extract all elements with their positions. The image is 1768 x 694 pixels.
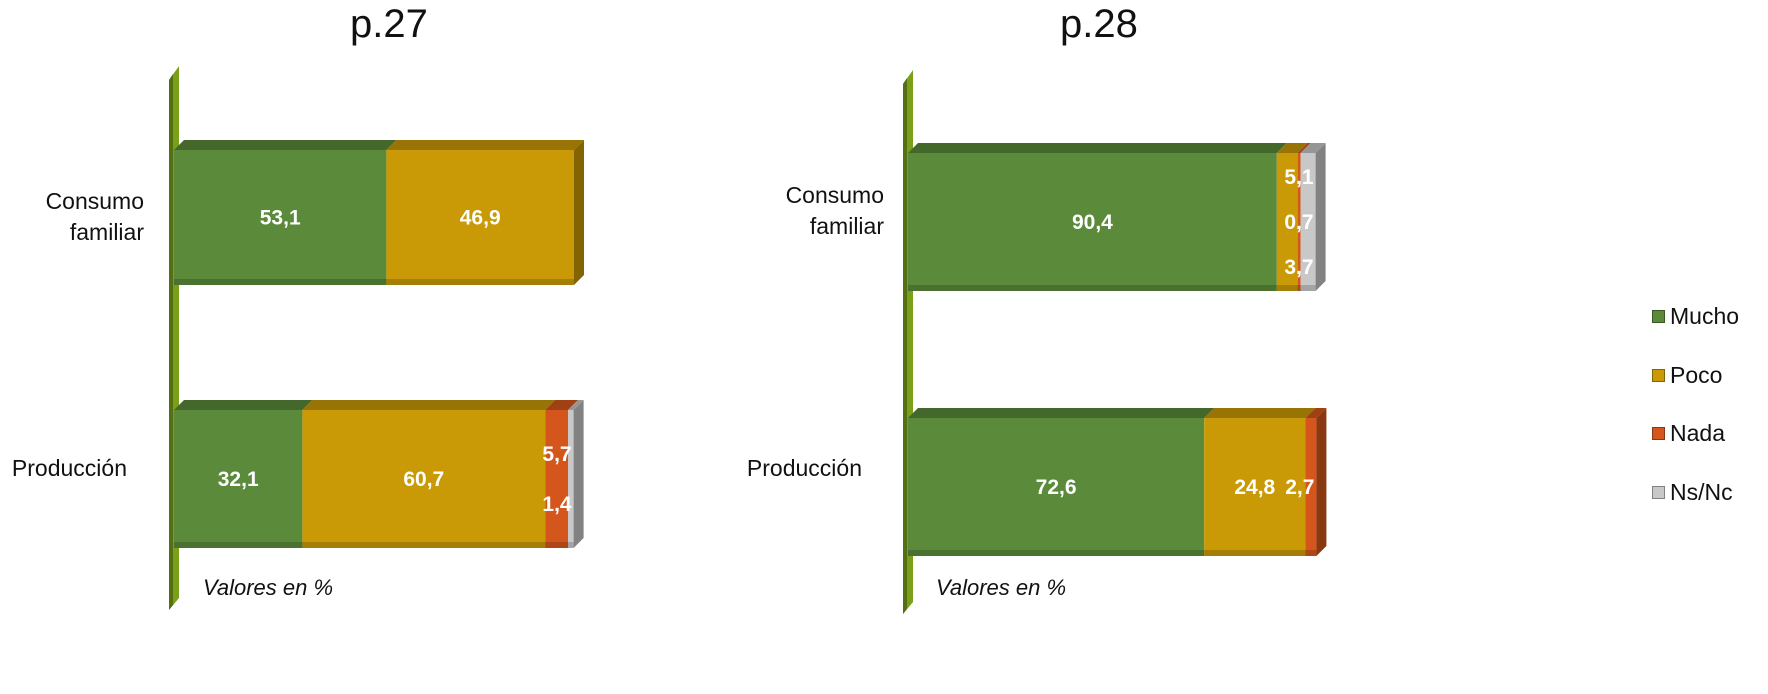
values-note: Valores en % (936, 575, 1067, 600)
data-label: 46,9 (460, 207, 501, 230)
bar-segment-mucho-bottom (908, 285, 1277, 291)
legend-label: Poco (1670, 361, 1723, 388)
legend-item-poco: Poco (1652, 361, 1768, 390)
bar-segment-nada (1305, 418, 1317, 556)
data-label: 5,1 (1284, 166, 1314, 189)
data-label: 24,8 (1234, 476, 1275, 499)
bar-segment-nsnc-top (1300, 143, 1326, 153)
legend-label: Nada (1670, 420, 1725, 446)
axis-wall-shade (169, 74, 173, 610)
legend-item-nada: Nada (1652, 419, 1768, 448)
bar-segment-mucho-top (908, 143, 1287, 153)
bar-chart-p27: 53,1 46,9 32,1 60,7 5,7 1,4 (169, 66, 584, 610)
category-label-produccion: Producción (11, 455, 127, 481)
bar-segment-nada-bottom (545, 542, 568, 548)
bar-segment-poco (1204, 418, 1306, 556)
bar-segment-nada (545, 410, 568, 548)
bar-end-face (574, 140, 584, 285)
data-label: 1,4 (542, 493, 572, 516)
category-label-consumo: Consumo familiar (785, 182, 884, 239)
bar-segment-poco-top (1204, 408, 1316, 418)
bar-segment-nsnc (1300, 153, 1316, 291)
chart-title: p.28 (1060, 2, 1138, 46)
bar-segment-poco-bottom (302, 542, 546, 548)
data-label: 2,7 (1285, 476, 1314, 499)
bar-end-face (573, 400, 584, 548)
bar-segment-nsnc-bottom (1300, 285, 1316, 291)
values-note: Valores en % (203, 575, 334, 600)
bar-segment-poco (302, 410, 546, 548)
bar-segment-mucho (174, 150, 387, 285)
bar-segment-mucho-top (174, 400, 313, 410)
legend-item-nsnc: Ns/Nc (1652, 478, 1768, 507)
bar-segment-mucho-bottom (908, 550, 1205, 556)
legend-swatch-mucho (1652, 310, 1665, 323)
axis-wall-shade (903, 78, 907, 614)
bar-segment-nada (1297, 153, 1301, 291)
bar-segment-nada-top (545, 400, 578, 410)
legend-label: Mucho (1670, 303, 1740, 329)
data-label: 90,4 (1072, 211, 1113, 234)
chart-panel-p28: p.28 Consumo familiar Producción Valores… (747, 0, 1650, 694)
bar-segment-poco-bottom (1204, 550, 1306, 556)
chart-title: p.27 (350, 2, 428, 46)
bar-segment-poco-top (302, 400, 556, 410)
bar-segment-mucho (174, 410, 303, 548)
bar-segment-nada-top (1305, 408, 1327, 418)
bar-segment-poco-bottom (386, 279, 574, 285)
bar-segment-poco-bottom (1276, 285, 1298, 291)
legend-label: Ns/Nc (1670, 478, 1733, 505)
bar-end-face (1315, 143, 1326, 291)
bar-segment-mucho-top (174, 140, 397, 150)
bar-segment-poco (1276, 153, 1298, 291)
legend-item-mucho: Mucho (1652, 302, 1768, 331)
bar-segment-nsnc-top (568, 400, 584, 410)
category-label-produccion: Producción (746, 455, 862, 481)
bar-segment-mucho-bottom (174, 542, 303, 548)
data-label: 60,7 (403, 468, 444, 491)
bar-segment-nada-bottom (1305, 550, 1317, 556)
bar-segment-poco-top (386, 140, 584, 150)
bar-segment-poco (386, 150, 574, 285)
data-label: 72,6 (1036, 476, 1077, 499)
bar-end-face (1316, 408, 1327, 556)
category-label-consumo: Consumo familiar (45, 188, 144, 245)
legend-swatch-poco (1652, 368, 1665, 382)
bar-segment-mucho-top (908, 408, 1215, 418)
bar-segment-poco-top (1276, 143, 1308, 153)
chart-panel-p27: p.27 Consumo familiar Producción Valores… (0, 0, 820, 694)
data-label: 53,1 (260, 207, 301, 230)
bar-segment-nsnc-bottom (568, 542, 574, 548)
bar-segment-nada-bottom (1297, 285, 1301, 291)
legend-swatch-nada (1652, 427, 1665, 440)
data-label: 32,1 (218, 468, 259, 491)
bar-segment-mucho (908, 153, 1277, 291)
data-label: 3,7 (1284, 256, 1313, 279)
bar-segment-nsnc (568, 410, 574, 548)
bar-chart-p28: 90,4 5,1 0,7 3,7 72,6 24,8 2,7 (903, 70, 1327, 614)
bar-segment-nada-top (1297, 143, 1311, 153)
data-label: 0,7 (1284, 211, 1313, 234)
chart-legend: Mucho Poco Nada Ns/Nc (1652, 302, 1768, 536)
data-label: 5,7 (542, 443, 571, 466)
bar-segment-mucho-bottom (174, 279, 387, 285)
legend-swatch-nsnc (1652, 485, 1665, 499)
bar-segment-mucho (908, 418, 1205, 556)
